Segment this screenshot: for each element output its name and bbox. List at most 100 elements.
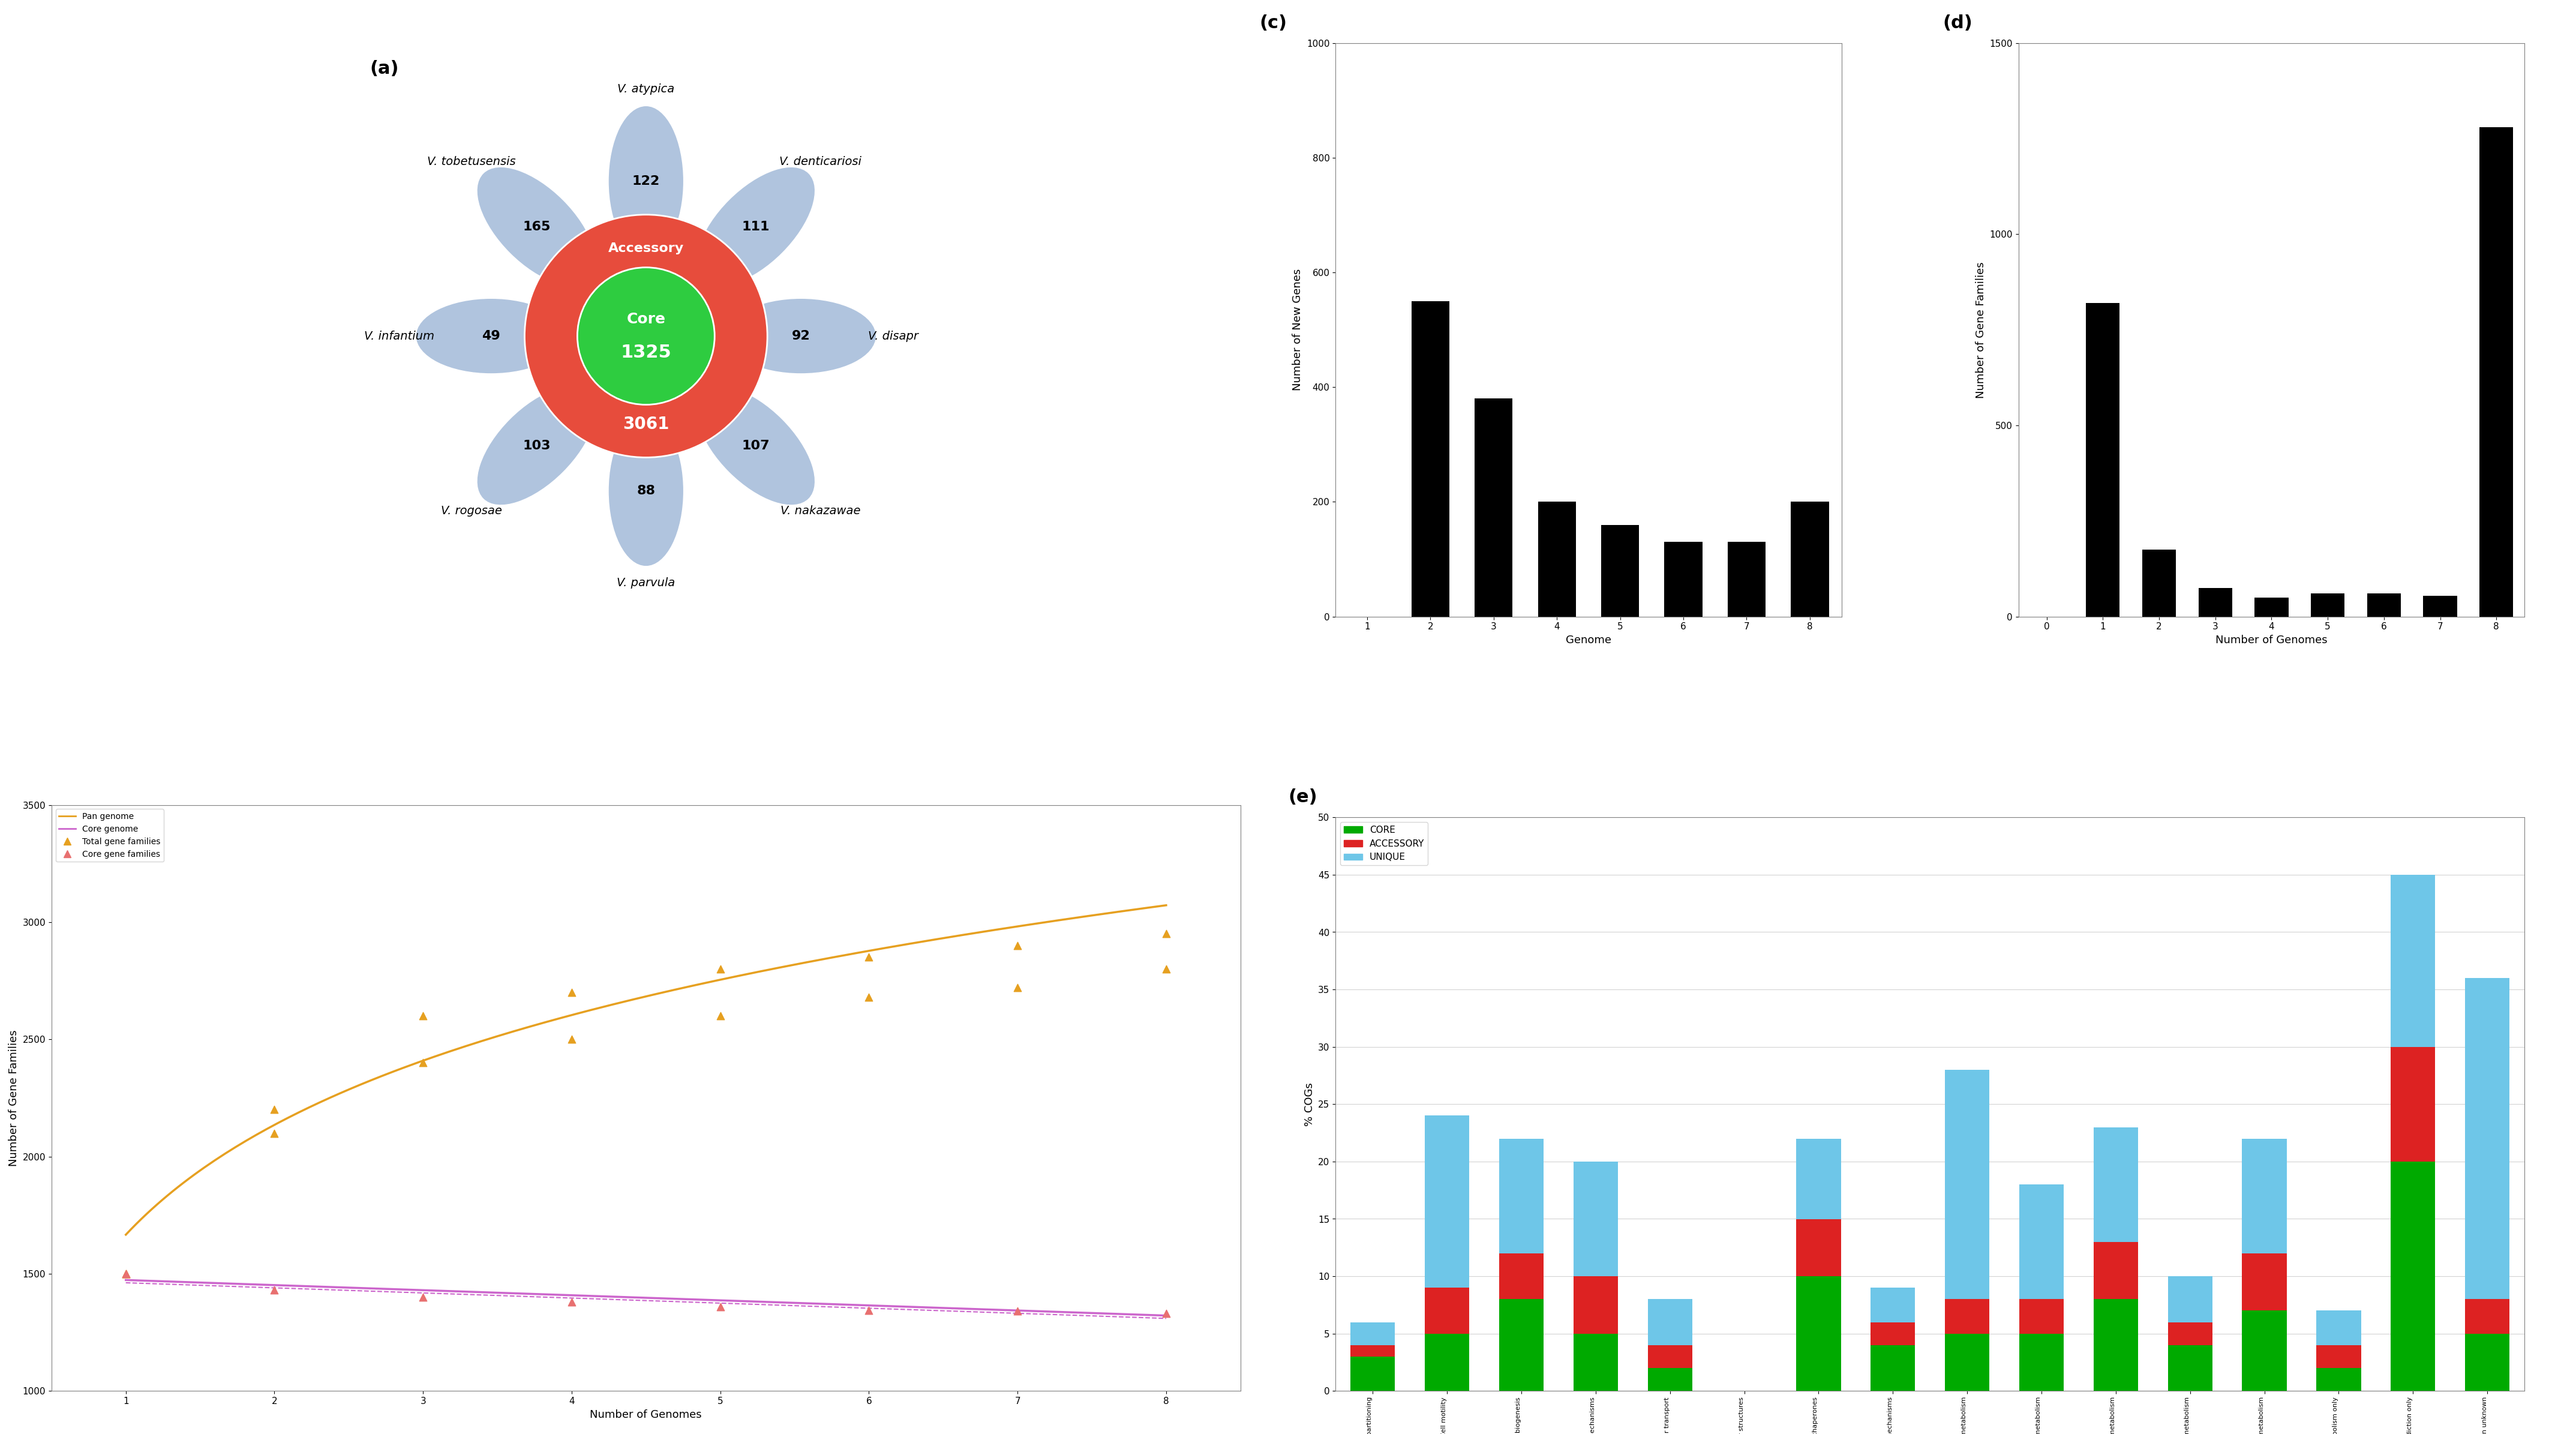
Point xyxy=(997,1299,1038,1322)
Bar xyxy=(1945,1299,1989,1334)
Point xyxy=(848,1299,889,1322)
Point xyxy=(997,934,1038,956)
Bar xyxy=(1728,542,1765,617)
Text: 111: 111 xyxy=(742,221,770,232)
Bar xyxy=(2020,1299,2063,1334)
Bar xyxy=(2465,1299,2509,1334)
Y-axis label: Number of New Genes: Number of New Genes xyxy=(1293,268,1303,391)
Text: 49: 49 xyxy=(482,330,500,343)
Bar xyxy=(2241,1253,2287,1311)
Bar xyxy=(1499,1253,1543,1299)
Bar xyxy=(2316,1368,2362,1391)
Point xyxy=(255,1098,296,1121)
Bar xyxy=(2169,1276,2213,1322)
Bar xyxy=(1499,1139,1543,1253)
Circle shape xyxy=(526,215,768,457)
Bar xyxy=(2391,1162,2434,1391)
Point xyxy=(255,1121,296,1144)
Bar xyxy=(1870,1288,1914,1322)
Bar xyxy=(1425,1116,1468,1288)
Bar xyxy=(1795,1219,1842,1276)
Text: 103: 103 xyxy=(523,440,551,452)
Bar xyxy=(1945,1070,1989,1299)
Bar xyxy=(1649,1299,1692,1345)
Text: (e): (e) xyxy=(1288,789,1316,806)
Text: V. atypica: V. atypica xyxy=(618,83,675,95)
Point xyxy=(1146,958,1188,981)
Point xyxy=(848,985,889,1008)
Y-axis label: % COGs: % COGs xyxy=(1303,1083,1314,1126)
Point xyxy=(997,977,1038,999)
Circle shape xyxy=(577,267,714,404)
Bar xyxy=(1425,1334,1468,1391)
Text: V. parvula: V. parvula xyxy=(616,578,675,589)
Point xyxy=(701,1295,742,1318)
Point xyxy=(106,1262,147,1285)
Bar xyxy=(2391,875,2434,1047)
Bar xyxy=(1945,1334,1989,1391)
Y-axis label: Number of Gene Families: Number of Gene Families xyxy=(8,1030,18,1166)
Y-axis label: Number of Gene Families: Number of Gene Families xyxy=(1976,261,1986,399)
Point xyxy=(402,1286,443,1309)
Legend: Pan genome, Core genome, Total gene families, Core gene families: Pan genome, Core genome, Total gene fami… xyxy=(57,809,165,862)
Text: V. rogosae: V. rogosae xyxy=(440,505,502,516)
Text: (c): (c) xyxy=(1260,14,1288,32)
Bar xyxy=(1574,1276,1618,1334)
Text: V. nakazawae: V. nakazawae xyxy=(781,505,860,516)
Point xyxy=(255,1279,296,1302)
Bar xyxy=(2254,598,2287,617)
Point xyxy=(551,1028,592,1051)
Bar xyxy=(2020,1184,2063,1299)
Legend: CORE, ACCESSORY, UNIQUE: CORE, ACCESSORY, UNIQUE xyxy=(1340,822,1427,866)
Text: V. denticariosi: V. denticariosi xyxy=(781,156,860,168)
Text: Core: Core xyxy=(626,313,665,327)
Bar xyxy=(2424,595,2458,617)
Bar xyxy=(2465,1334,2509,1391)
Bar xyxy=(1574,1162,1618,1276)
Bar xyxy=(2391,1047,2434,1162)
Text: 92: 92 xyxy=(791,330,809,343)
Ellipse shape xyxy=(477,386,595,505)
Bar xyxy=(1538,502,1577,617)
Point xyxy=(1146,1302,1188,1325)
Text: Accessory: Accessory xyxy=(608,242,683,254)
Bar xyxy=(2094,1299,2138,1391)
Bar xyxy=(1412,301,1450,617)
Bar xyxy=(2094,1127,2138,1242)
X-axis label: Number of Genomes: Number of Genomes xyxy=(590,1410,703,1420)
Bar xyxy=(2169,1345,2213,1391)
Point xyxy=(848,946,889,969)
X-axis label: Number of Genomes: Number of Genomes xyxy=(2215,635,2329,645)
Bar xyxy=(1795,1139,1842,1219)
Bar xyxy=(2094,1242,2138,1299)
Point xyxy=(106,1262,147,1285)
Text: 88: 88 xyxy=(636,485,654,498)
Ellipse shape xyxy=(608,416,683,566)
Text: V. disapr: V. disapr xyxy=(868,330,917,341)
Point xyxy=(402,1004,443,1027)
Bar xyxy=(1649,1345,1692,1368)
Bar xyxy=(1499,1299,1543,1391)
Bar xyxy=(1350,1357,1396,1391)
Bar xyxy=(2143,549,2177,617)
Text: (a): (a) xyxy=(371,60,399,77)
Point xyxy=(701,1004,742,1027)
Ellipse shape xyxy=(477,166,595,287)
Ellipse shape xyxy=(608,106,683,257)
Ellipse shape xyxy=(696,166,814,287)
Bar xyxy=(2481,128,2514,617)
Bar xyxy=(1790,502,1829,617)
Point xyxy=(701,958,742,981)
Text: V. infantium: V. infantium xyxy=(363,330,435,341)
Text: (d): (d) xyxy=(1942,14,1973,32)
Bar xyxy=(2241,1139,2287,1253)
Point xyxy=(402,1051,443,1074)
Bar xyxy=(2020,1334,2063,1391)
Point xyxy=(1146,922,1188,945)
Bar xyxy=(1664,542,1703,617)
Bar xyxy=(2197,588,2233,617)
Text: V. tobetusensis: V. tobetusensis xyxy=(428,156,515,168)
Bar xyxy=(1649,1368,1692,1391)
Bar xyxy=(2316,1311,2362,1345)
Bar xyxy=(2241,1311,2287,1391)
